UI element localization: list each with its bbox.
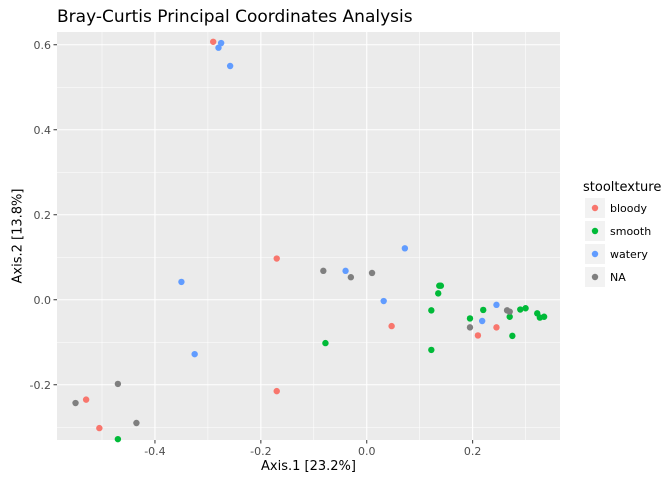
point-na — [133, 419, 140, 427]
point-bloody — [273, 255, 280, 262]
y-tick-label: 0.0 — [34, 294, 52, 307]
y-axis-title: Axis.2 [13.8%] — [11, 189, 26, 284]
legend-label-bloody: bloody — [610, 202, 647, 215]
point-smooth — [517, 306, 524, 313]
legend-title: stooltexture — [583, 180, 661, 195]
x-tick-label: 0.0 — [358, 445, 376, 458]
point-watery — [191, 350, 198, 358]
point-bloody — [273, 387, 280, 395]
chart-title: Bray-Curtis Principal Coordinates Analys… — [57, 7, 413, 27]
point-smooth — [509, 332, 516, 340]
point-smooth — [114, 435, 122, 443]
point-na — [506, 308, 513, 315]
minor-gridlines — [57, 32, 560, 440]
plot-panel — [57, 32, 560, 440]
y-tick-label: 0.2 — [34, 209, 52, 222]
point-bloody — [493, 324, 500, 331]
point-smooth — [506, 313, 513, 320]
legend-swatch-bloody — [591, 204, 599, 212]
x-tick-label: -0.4 — [144, 445, 165, 458]
point-watery — [217, 39, 225, 47]
point-bloody — [474, 332, 482, 339]
point-bloody — [96, 424, 103, 432]
point-bloody — [82, 396, 90, 403]
point-watery — [178, 278, 185, 286]
point-na — [72, 399, 79, 407]
data-points — [72, 38, 548, 443]
point-watery — [478, 317, 486, 325]
x-axis-ticks: -0.4 -0.2 0.0 0.2 — [144, 440, 481, 458]
legend-label-watery: watery — [610, 248, 648, 261]
x-axis-title: Axis.1 [23.2%] — [261, 459, 356, 474]
point-smooth — [435, 290, 442, 297]
legend-label-smooth: smooth — [610, 225, 651, 238]
y-tick-label: -0.2 — [30, 379, 51, 392]
point-smooth — [480, 306, 487, 314]
point-watery — [226, 62, 234, 70]
point-watery — [401, 245, 409, 252]
point-smooth — [466, 315, 474, 322]
point-na — [320, 267, 327, 275]
y-axis-ticks: -0.2 0.0 0.2 0.4 0.6 — [30, 39, 57, 392]
legend-swatch-na — [591, 273, 599, 281]
y-tick-label: 0.6 — [34, 39, 52, 52]
legend-swatch-smooth — [591, 227, 599, 235]
point-na — [368, 269, 376, 277]
major-gridlines — [57, 32, 560, 440]
point-na — [347, 274, 355, 281]
x-tick-label: 0.2 — [464, 445, 482, 458]
x-tick-label: -0.2 — [250, 445, 271, 458]
point-watery — [215, 44, 222, 51]
point-smooth — [540, 313, 548, 320]
legend-swatch-watery — [591, 250, 599, 258]
point-smooth — [322, 339, 329, 347]
point-na — [466, 324, 474, 331]
point-watery — [493, 301, 500, 309]
point-na — [114, 380, 122, 388]
point-smooth — [428, 346, 435, 354]
point-bloody — [209, 38, 217, 45]
point-watery — [380, 297, 387, 305]
point-smooth — [437, 282, 445, 289]
point-bloody — [388, 322, 395, 330]
point-smooth — [428, 307, 435, 314]
legend-label-na: NA — [610, 271, 626, 284]
y-tick-label: 0.4 — [34, 124, 52, 137]
legend: stooltexture bloody smooth watery NA — [583, 180, 661, 287]
point-smooth — [522, 305, 529, 312]
point-watery — [342, 267, 349, 275]
